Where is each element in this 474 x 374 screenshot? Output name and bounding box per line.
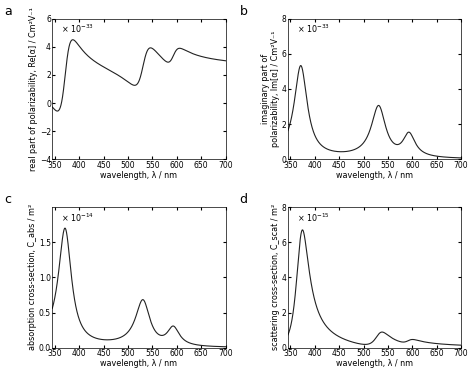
Text: b: b — [239, 4, 247, 18]
Text: $\times\ 10^{-15}$: $\times\ 10^{-15}$ — [297, 211, 329, 224]
Text: $\times\ 10^{-33}$: $\times\ 10^{-33}$ — [297, 23, 329, 35]
Y-axis label: absorption cross-section, C_abs / m²: absorption cross-section, C_abs / m² — [28, 204, 37, 350]
Y-axis label: scattering cross-section, C_scat / m²: scattering cross-section, C_scat / m² — [271, 204, 280, 350]
Y-axis label: imaginary part of
polarizability, Im[α] / Cm²V⁻¹: imaginary part of polarizability, Im[α] … — [261, 31, 280, 147]
Text: $\times\ 10^{-14}$: $\times\ 10^{-14}$ — [61, 211, 94, 224]
X-axis label: wavelength, λ / nm: wavelength, λ / nm — [336, 359, 413, 368]
Text: c: c — [4, 193, 11, 206]
Y-axis label: real part of polarizability, Re[α] / Cm²V⁻¹: real part of polarizability, Re[α] / Cm²… — [29, 7, 38, 171]
X-axis label: wavelength, λ / nm: wavelength, λ / nm — [100, 359, 177, 368]
Text: $\times\ 10^{-33}$: $\times\ 10^{-33}$ — [61, 23, 94, 35]
Text: a: a — [4, 4, 11, 18]
Text: d: d — [239, 193, 247, 206]
X-axis label: wavelength, λ / nm: wavelength, λ / nm — [100, 171, 177, 180]
X-axis label: wavelength, λ / nm: wavelength, λ / nm — [336, 171, 413, 180]
